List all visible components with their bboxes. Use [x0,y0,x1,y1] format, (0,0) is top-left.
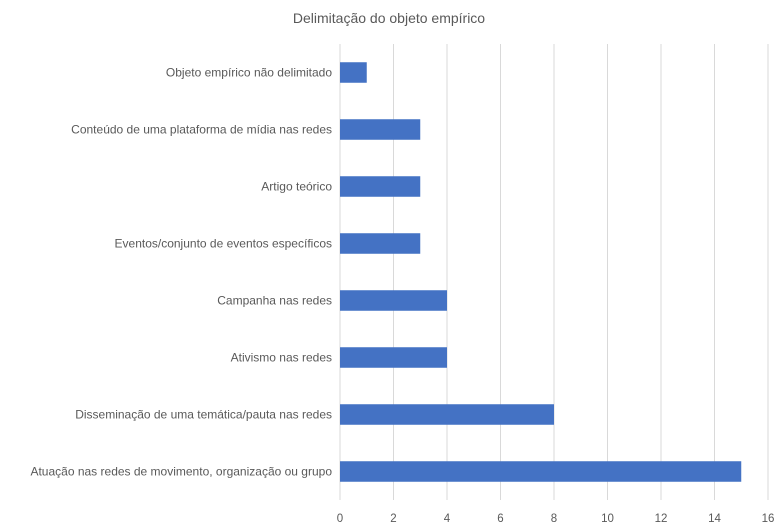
category-label: Eventos/conjunto de eventos específicos [115,237,332,251]
category-label: Conteúdo de uma plataforma de mídia nas … [71,123,332,137]
category-label: Ativismo nas redes [231,351,332,365]
x-tick-label: 2 [390,513,396,525]
chart-title: Delimitação do objeto empírico [292,10,486,26]
bar [340,461,742,482]
grid-lines [339,44,769,500]
x-tick-label: 8 [551,513,557,525]
x-tick-label: 0 [337,513,343,525]
bar [340,347,447,368]
x-tick-label: 6 [497,513,503,525]
x-tick-label: 10 [601,513,614,525]
category-label: Disseminação de uma temática/pauta nas r… [75,408,332,422]
bars [340,62,742,482]
x-tick-label: 16 [762,513,775,525]
x-tick-labels: 0 2 4 6 8 10 12 14 16 [337,513,775,525]
x-tick-label: 4 [444,513,451,525]
bar [340,176,421,197]
category-label: Atuação nas redes de movimento, organiza… [30,465,332,479]
x-tick-label: 12 [655,513,668,525]
category-label: Objeto empírico não delimitado [166,66,332,80]
bar [340,62,367,83]
category-label: Artigo teórico [261,180,332,194]
category-label: Campanha nas redes [217,294,332,308]
bar [340,290,447,311]
x-tick-label: 14 [708,513,721,525]
bar [340,404,554,425]
bar [340,119,421,140]
bar [340,233,421,254]
category-labels: Objeto empírico não delimitado Conteúdo d… [30,66,332,479]
